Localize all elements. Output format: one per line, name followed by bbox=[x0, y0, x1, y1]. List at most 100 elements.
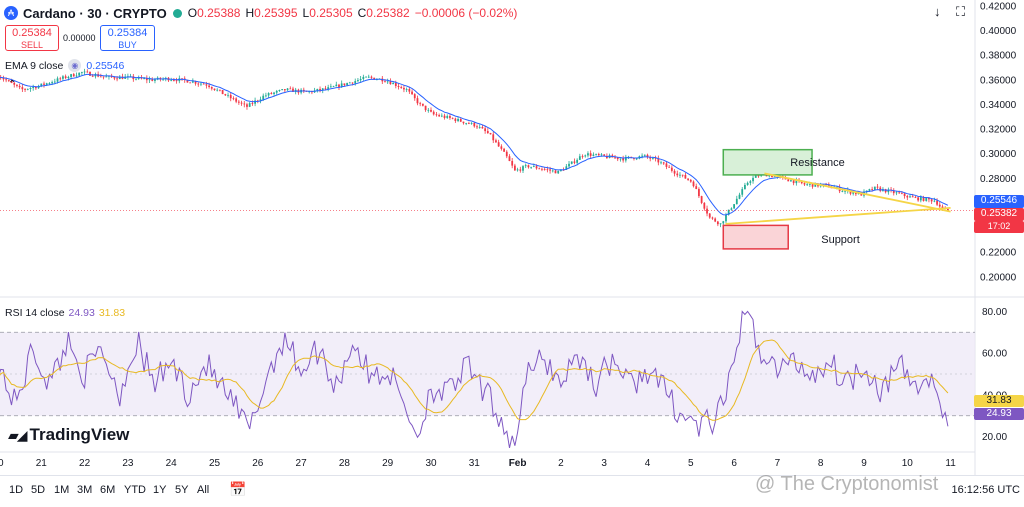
candle-body bbox=[170, 80, 173, 81]
ema-line bbox=[0, 73, 949, 216]
candle-body bbox=[624, 156, 627, 161]
candle-body bbox=[99, 76, 102, 78]
candle-body bbox=[478, 126, 481, 128]
candle-body bbox=[557, 170, 560, 174]
candle-body bbox=[725, 214, 727, 222]
eye-icon[interactable]: ◉ bbox=[68, 59, 82, 72]
utc-clock[interactable]: 16:12:56 UTC bbox=[951, 484, 1020, 496]
candle-body bbox=[752, 177, 754, 182]
symbol-title[interactable]: Cardano · 30 · CRYPTO bbox=[23, 5, 167, 21]
sell-button[interactable]: 0.25384 SELL bbox=[5, 25, 59, 51]
range-button-1d[interactable]: 1D bbox=[9, 484, 24, 496]
range-button-all[interactable]: All bbox=[197, 484, 210, 496]
calendar-icon[interactable]: 📅 bbox=[229, 481, 247, 497]
candle-body bbox=[708, 213, 711, 218]
candle-body bbox=[595, 153, 597, 155]
candle-body bbox=[919, 197, 922, 201]
candle-body bbox=[351, 82, 354, 84]
candle-body bbox=[248, 103, 251, 107]
candle-body bbox=[698, 189, 700, 197]
buy-button[interactable]: 0.25384 BUY bbox=[100, 25, 155, 51]
rsi-legend[interactable]: RSI 14 close 24.93 31.83 bbox=[5, 307, 125, 319]
candle-body bbox=[137, 77, 140, 79]
candle-body bbox=[357, 80, 359, 82]
candle-body bbox=[473, 122, 476, 127]
candle-body bbox=[492, 134, 495, 141]
candle-body bbox=[270, 93, 273, 94]
candle-body bbox=[689, 179, 692, 182]
download-icon[interactable]: ↓ bbox=[934, 4, 941, 19]
candle-body bbox=[200, 83, 202, 85]
candle-body bbox=[808, 183, 811, 185]
candle-body bbox=[348, 82, 351, 84]
bar-countdown-tag: 17:02 bbox=[974, 221, 1024, 233]
candle-body bbox=[446, 116, 449, 118]
collapse-legend-icon[interactable]: ⌃ bbox=[8, 79, 17, 90]
candle-body bbox=[484, 128, 487, 132]
candle-body bbox=[714, 218, 717, 222]
tradingview-wordmark: TradingView bbox=[29, 425, 130, 444]
candle-body bbox=[771, 175, 773, 178]
candle-body bbox=[946, 208, 949, 211]
candle-body bbox=[340, 83, 343, 88]
ema-legend[interactable]: EMA 9 close ◉ 0.25546 bbox=[5, 59, 124, 72]
candle-body bbox=[928, 197, 930, 200]
candle-body bbox=[289, 88, 292, 90]
candle-body bbox=[508, 156, 511, 162]
time-tick-label: 31 bbox=[469, 458, 481, 469]
candle-body bbox=[716, 221, 719, 225]
low-value: 0.25305 bbox=[309, 6, 353, 20]
candle-body bbox=[511, 161, 514, 166]
candle-body bbox=[175, 80, 178, 82]
range-button-5y[interactable]: 5Y bbox=[175, 484, 189, 496]
trendline bbox=[764, 172, 951, 213]
resistance-label[interactable]: Resistance bbox=[790, 157, 845, 169]
range-button-5d[interactable]: 5D bbox=[31, 484, 46, 496]
time-tick-label: 3 bbox=[601, 458, 607, 469]
range-button-1m[interactable]: 1M bbox=[54, 484, 70, 496]
candle-body bbox=[727, 209, 730, 215]
candle-body bbox=[519, 169, 522, 171]
time-tick-label: Feb bbox=[509, 458, 527, 469]
range-button-1y[interactable]: 1Y bbox=[153, 484, 167, 496]
candle-body bbox=[191, 81, 194, 83]
candle-body bbox=[237, 101, 240, 103]
fullscreen-icon[interactable]: ⛶ bbox=[956, 4, 966, 19]
candle-body bbox=[757, 175, 760, 177]
candle-body bbox=[909, 196, 911, 198]
candle-body bbox=[733, 204, 735, 209]
trendline bbox=[725, 207, 951, 225]
candle-body bbox=[32, 86, 35, 89]
candle-body bbox=[662, 162, 665, 164]
candle-body bbox=[308, 91, 311, 93]
candle-body bbox=[538, 168, 541, 170]
candle-body bbox=[892, 190, 895, 194]
support-label[interactable]: Support bbox=[821, 234, 860, 246]
time-tick-label: 30 bbox=[425, 458, 437, 469]
range-button-3m[interactable]: 3M bbox=[77, 484, 93, 496]
candle-body bbox=[370, 76, 373, 78]
candle-body bbox=[240, 102, 243, 104]
candle-body bbox=[62, 76, 64, 79]
rsi-tag: 24.93 bbox=[974, 408, 1024, 420]
candle-body bbox=[21, 87, 24, 90]
candle-body bbox=[711, 217, 714, 219]
candle-body bbox=[435, 114, 438, 116]
candle-body bbox=[75, 75, 78, 77]
candle-body bbox=[56, 78, 59, 82]
price-tick-label: 0.36000 bbox=[980, 75, 1017, 86]
candle-body bbox=[16, 84, 18, 86]
tradingview-logo[interactable]: ▰◢ TradingView bbox=[8, 425, 129, 445]
candle-body bbox=[246, 104, 248, 107]
range-button-6m[interactable]: 6M bbox=[100, 484, 116, 496]
candle-body bbox=[849, 190, 852, 194]
candle-body bbox=[749, 181, 752, 183]
buy-label: BUY bbox=[118, 40, 137, 50]
candle-body bbox=[430, 109, 432, 112]
candle-body bbox=[254, 100, 256, 104]
time-tick-label: 10 bbox=[902, 458, 914, 469]
candle-body bbox=[267, 93, 270, 96]
range-button-ytd[interactable]: YTD bbox=[124, 484, 146, 496]
candle-body bbox=[660, 162, 662, 164]
